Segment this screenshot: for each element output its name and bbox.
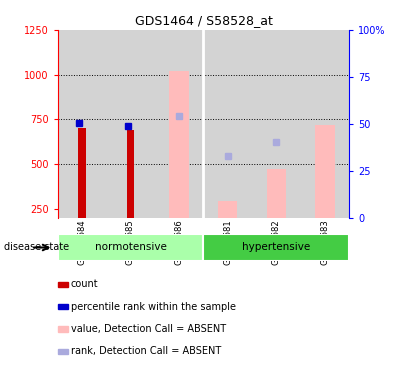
Bar	[58, 234, 203, 261]
Bar	[301, 30, 349, 217]
Bar	[58, 327, 67, 332]
Bar	[58, 30, 106, 217]
Bar	[127, 130, 134, 218]
Bar	[169, 71, 189, 217]
Bar	[218, 201, 238, 217]
Text: hypertensive: hypertensive	[242, 243, 311, 252]
Bar	[203, 234, 349, 261]
Bar	[252, 30, 301, 217]
Text: percentile rank within the sample: percentile rank within the sample	[71, 302, 236, 312]
Bar	[58, 282, 67, 287]
Bar	[155, 30, 203, 217]
Bar	[58, 304, 67, 309]
Text: value, Detection Call = ABSENT: value, Detection Call = ABSENT	[71, 324, 226, 334]
Text: disease state: disease state	[4, 243, 69, 252]
Bar	[78, 128, 85, 217]
Bar	[203, 30, 252, 217]
Text: rank, Detection Call = ABSENT: rank, Detection Call = ABSENT	[71, 346, 221, 356]
Bar	[106, 30, 155, 217]
Text: normotensive: normotensive	[95, 243, 166, 252]
Bar	[267, 169, 286, 217]
Bar	[315, 124, 335, 217]
Text: count: count	[71, 279, 99, 290]
Bar	[58, 349, 67, 354]
Title: GDS1464 / S58528_at: GDS1464 / S58528_at	[134, 15, 272, 27]
